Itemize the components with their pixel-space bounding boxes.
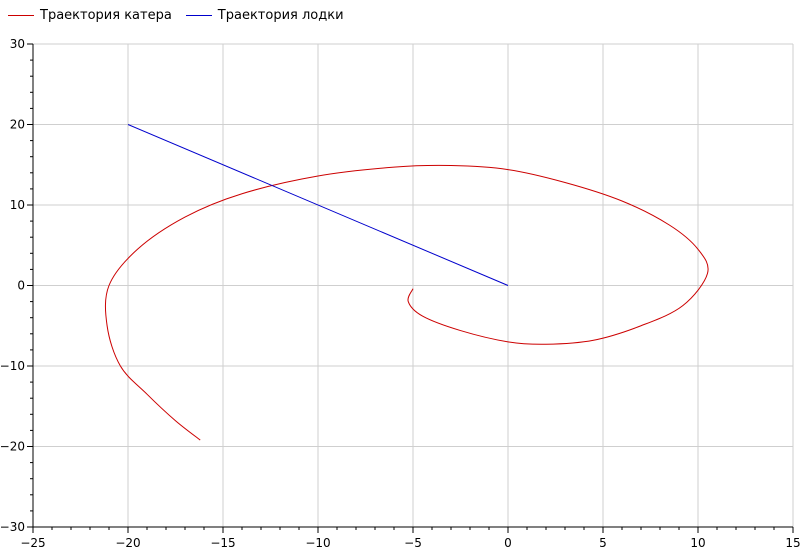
x-tick-label-5: 0 — [504, 536, 512, 550]
x-tick-label-4: −5 — [404, 536, 422, 550]
y-tick-label-4: 10 — [10, 198, 25, 212]
y-tick-label-6: 30 — [10, 37, 25, 51]
series-line-1 — [104, 164, 709, 441]
x-tick-label-0: −25 — [20, 536, 45, 550]
x-tick-label-3: −10 — [305, 536, 330, 550]
x-tick-label-1: −20 — [115, 536, 140, 550]
legend-swatch-series-2 — [185, 15, 212, 16]
y-tick-label-1: −20 — [0, 440, 25, 454]
x-tick-label-2: −15 — [210, 536, 235, 550]
chart-legend: Траектория катера Траектория лодки — [8, 8, 358, 23]
legend-label-series-2: Траектория лодки — [217, 8, 344, 23]
x-tick-label-6: 5 — [599, 536, 607, 550]
y-tick-label-2: −10 — [0, 359, 25, 373]
y-tick-label-3: 0 — [17, 279, 25, 293]
legend-swatch-series-1 — [8, 15, 34, 16]
y-tick-label-0: −30 — [0, 520, 25, 534]
legend-item-series-1: Траектория катера — [8, 8, 172, 23]
x-tick-label-7: 10 — [690, 536, 705, 550]
y-tick-label-5: 20 — [10, 118, 25, 132]
legend-item-series-2: Траектория лодки — [185, 8, 344, 23]
legend-label-series-1: Траектория катера — [40, 8, 172, 23]
series-line-2 — [127, 124, 509, 286]
x-tick-label-8: 15 — [785, 536, 800, 550]
